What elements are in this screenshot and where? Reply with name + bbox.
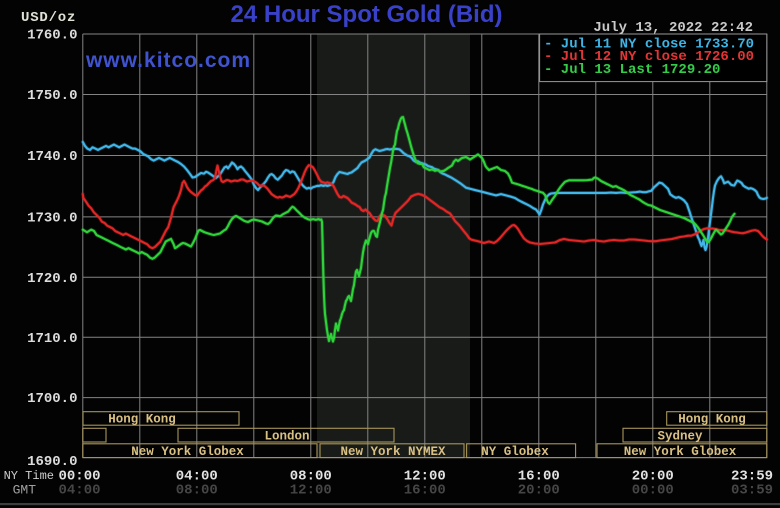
svg-text:24 Hour Spot Gold (Bid): 24 Hour Spot Gold (Bid)	[231, 1, 503, 28]
svg-text:- Jul 13 Last 1729.20: - Jul 13 Last 1729.20	[544, 62, 720, 78]
svg-text:- Jul 11 NY close 1733.70: - Jul 11 NY close 1733.70	[544, 37, 754, 53]
svg-text:Hong Kong: Hong Kong	[678, 413, 746, 427]
svg-text:Hong Kong: Hong Kong	[108, 413, 176, 427]
svg-text:NY Time: NY Time	[4, 469, 54, 483]
svg-text:20:00: 20:00	[632, 468, 674, 484]
svg-text:00:00: 00:00	[58, 468, 100, 484]
svg-text:00:00: 00:00	[632, 483, 674, 499]
svg-text:New York Globex: New York Globex	[131, 445, 244, 459]
svg-text:www.kitco.com: www.kitco.com	[85, 49, 251, 72]
svg-text:New York NYMEX: New York NYMEX	[340, 445, 446, 459]
svg-text:23:59: 23:59	[731, 468, 773, 484]
svg-text:1720.0: 1720.0	[27, 271, 77, 287]
svg-text:GMT: GMT	[13, 482, 37, 497]
svg-text:08:00: 08:00	[290, 468, 332, 484]
svg-text:1730.0: 1730.0	[27, 211, 77, 227]
svg-text:New York Globex: New York Globex	[624, 445, 737, 459]
svg-text:12:00: 12:00	[404, 468, 446, 484]
svg-text:04:00: 04:00	[58, 483, 100, 499]
svg-text:16:00: 16:00	[518, 468, 560, 484]
svg-text:1750.0: 1750.0	[27, 88, 77, 104]
svg-text:London: London	[264, 429, 309, 443]
svg-text:1740.0: 1740.0	[27, 149, 77, 165]
svg-text:1700.0: 1700.0	[27, 391, 77, 407]
svg-text:03:59: 03:59	[731, 483, 773, 499]
svg-text:1760.0: 1760.0	[27, 28, 77, 44]
svg-text:- Jul 12 NY close 1726.00: - Jul 12 NY close 1726.00	[544, 49, 754, 65]
svg-text:1710.0: 1710.0	[27, 331, 77, 347]
svg-text:Sydney: Sydney	[657, 429, 703, 443]
svg-text:20:00: 20:00	[518, 483, 560, 499]
svg-text:08:00: 08:00	[176, 483, 218, 499]
svg-text:04:00: 04:00	[176, 468, 218, 484]
svg-text:NY Globex: NY Globex	[481, 445, 549, 459]
svg-text:USD/oz: USD/oz	[21, 10, 76, 26]
svg-text:1690.0: 1690.0	[27, 454, 77, 470]
svg-text:16:00: 16:00	[404, 483, 446, 499]
svg-text:July 13, 2022 22:42: July 13, 2022 22:42	[593, 20, 753, 36]
svg-text:12:00: 12:00	[290, 483, 332, 499]
